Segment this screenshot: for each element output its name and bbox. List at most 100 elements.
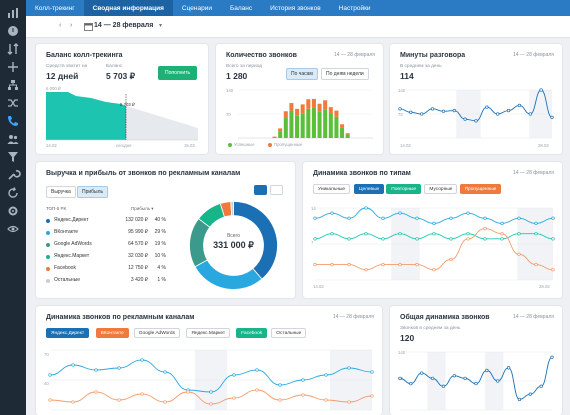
data-point xyxy=(415,237,419,241)
data-point xyxy=(301,393,305,397)
data-point xyxy=(94,368,98,372)
data-point xyxy=(324,373,328,377)
data-point xyxy=(370,394,374,398)
refresh-icon[interactable] xyxy=(6,186,20,200)
by-hours-button[interactable]: По часам xyxy=(286,68,318,80)
data-point xyxy=(496,379,500,383)
balance-value: 5 703 ₽ xyxy=(106,71,136,81)
filter-pill[interactable]: Остальные xyxy=(271,328,307,338)
legend-success: Успешные xyxy=(234,142,255,147)
filter-pill[interactable]: Google AdWords xyxy=(133,328,180,338)
sidebar xyxy=(0,0,26,415)
filter-pill[interactable]: Яндекс.Маркет xyxy=(186,328,231,338)
filter-pill[interactable]: Facebook xyxy=(236,328,268,338)
wrench-icon[interactable] xyxy=(6,168,21,182)
data-point xyxy=(71,400,75,404)
channel-row[interactable]: Facebook 12 750 ₽ 4 % xyxy=(46,265,166,275)
prev-period-icon[interactable]: ‹ xyxy=(59,22,62,29)
filter-pill[interactable]: Целевые xyxy=(354,184,385,194)
by-weekdays-button[interactable]: По дням недели xyxy=(321,68,369,80)
filter-pill[interactable]: Яндекс.Директ xyxy=(46,328,90,338)
bar-view-icon[interactable] xyxy=(270,185,283,195)
data-point xyxy=(71,363,75,367)
date-range-selector[interactable]: 14 — 28 февраля xyxy=(94,22,154,29)
y-label-mid: 40 xyxy=(44,381,49,386)
gear-icon[interactable] xyxy=(6,204,20,218)
sort-icon[interactable] xyxy=(6,42,20,56)
pie-view-icon[interactable] xyxy=(254,185,267,195)
channel-row[interactable]: Остальные 3 420 ₽ 1 % xyxy=(46,277,166,287)
speedometer-icon[interactable] xyxy=(6,24,20,38)
tab-balance[interactable]: Баланс xyxy=(229,4,253,12)
calls-count-card: Количество звонков 14 — 28 февраля Всего… xyxy=(216,44,383,154)
avg-label: Звонков в среднем за день xyxy=(400,326,461,331)
channel-name: Остальные xyxy=(54,277,81,283)
data-point xyxy=(398,262,402,267)
topup-button[interactable]: Пополнить xyxy=(158,66,198,80)
data-point xyxy=(483,226,487,231)
col-profit[interactable]: Прибыль ▾ xyxy=(131,206,154,211)
shuffle-icon[interactable] xyxy=(6,96,20,110)
channel-name: Яндекс.Маркет xyxy=(54,253,90,259)
move-icon[interactable] xyxy=(6,60,20,74)
series-line xyxy=(314,207,554,224)
filter-pill[interactable]: Пропущенные xyxy=(459,184,502,194)
channel-name: Яндекс.Директ xyxy=(54,217,89,223)
calendar-icon[interactable] xyxy=(84,22,93,31)
sitemap-icon[interactable] xyxy=(6,78,20,92)
channel-value: 32 030 ₽ xyxy=(128,253,148,259)
data-point xyxy=(432,268,436,272)
channel-row[interactable]: Яндекс.Маркет 32 030 ₽ 10 % xyxy=(46,253,166,263)
filter-pill[interactable]: ВКонтакте xyxy=(95,328,129,338)
data-point xyxy=(48,373,52,377)
filter-icon[interactable] xyxy=(6,150,20,164)
card-title: Количество звонков xyxy=(226,52,297,59)
channel-color-dot xyxy=(46,279,50,283)
card-title: Общая динамика звонков xyxy=(400,314,490,321)
next-period-icon[interactable]: › xyxy=(70,22,73,29)
chevron-down-icon[interactable]: ▾ xyxy=(159,23,163,29)
users-icon[interactable] xyxy=(6,132,20,146)
bar-success xyxy=(295,115,300,138)
revenue-button[interactable]: Выручка xyxy=(46,186,76,198)
minutes-card: Минуты разговора 14 — 28 февраля В средн… xyxy=(390,44,562,154)
data-point xyxy=(449,257,453,262)
card-range: 14 — 28 февраля xyxy=(333,52,375,58)
bar-missed xyxy=(334,110,339,117)
y-axis-label: 6 000 ₽ xyxy=(46,86,61,91)
data-point xyxy=(330,232,334,236)
donut-label: Всего xyxy=(226,233,241,239)
phone-icon[interactable] xyxy=(6,114,20,128)
eye-icon[interactable] xyxy=(6,222,20,236)
tab-call-history[interactable]: История звонков xyxy=(270,4,321,12)
profit-button[interactable]: Прибыль xyxy=(77,186,109,198)
data-point xyxy=(117,398,121,402)
tab-settings[interactable]: Настройки xyxy=(338,4,371,12)
tab-calltracking[interactable]: Колл-трекинг xyxy=(35,4,75,12)
channel-percent: 4 % xyxy=(157,265,166,271)
data-point xyxy=(209,390,213,394)
dashboard-icon[interactable] xyxy=(6,6,20,20)
filter-pill[interactable]: Мусорные xyxy=(424,184,458,194)
channel-row[interactable]: Google AdWords 64 570 ₽ 19 % xyxy=(46,241,166,251)
data-point xyxy=(364,206,368,210)
data-point xyxy=(528,392,532,396)
y-label-top: 140 xyxy=(226,88,234,93)
data-point xyxy=(452,374,456,378)
bar-success xyxy=(323,109,328,138)
data-point xyxy=(232,373,236,377)
tab-summary[interactable]: Сводная информация xyxy=(83,0,173,16)
channels-card: Динамика звонков по рекламным каналам 14… xyxy=(36,306,382,415)
data-point xyxy=(551,216,555,220)
overall-card: Общая динамика звонков 14 — 28 февраля З… xyxy=(390,306,562,415)
tab-scenarios[interactable]: Сценарии xyxy=(181,4,212,12)
channel-value: 64 570 ₽ xyxy=(128,241,148,247)
filter-pill[interactable]: Уникальные xyxy=(313,184,351,194)
channel-percent: 19 % xyxy=(154,241,166,247)
card-title: Минуты разговора xyxy=(400,52,466,59)
filter-pill[interactable]: Повторные xyxy=(386,184,422,194)
channel-row[interactable]: Яндекс.Директ 132 020 ₽ 40 % xyxy=(46,217,166,227)
channel-row[interactable]: ВКонтакте 95 990 ₽ 29 % xyxy=(46,229,166,239)
bar-success xyxy=(311,107,316,138)
data-point xyxy=(313,262,317,267)
